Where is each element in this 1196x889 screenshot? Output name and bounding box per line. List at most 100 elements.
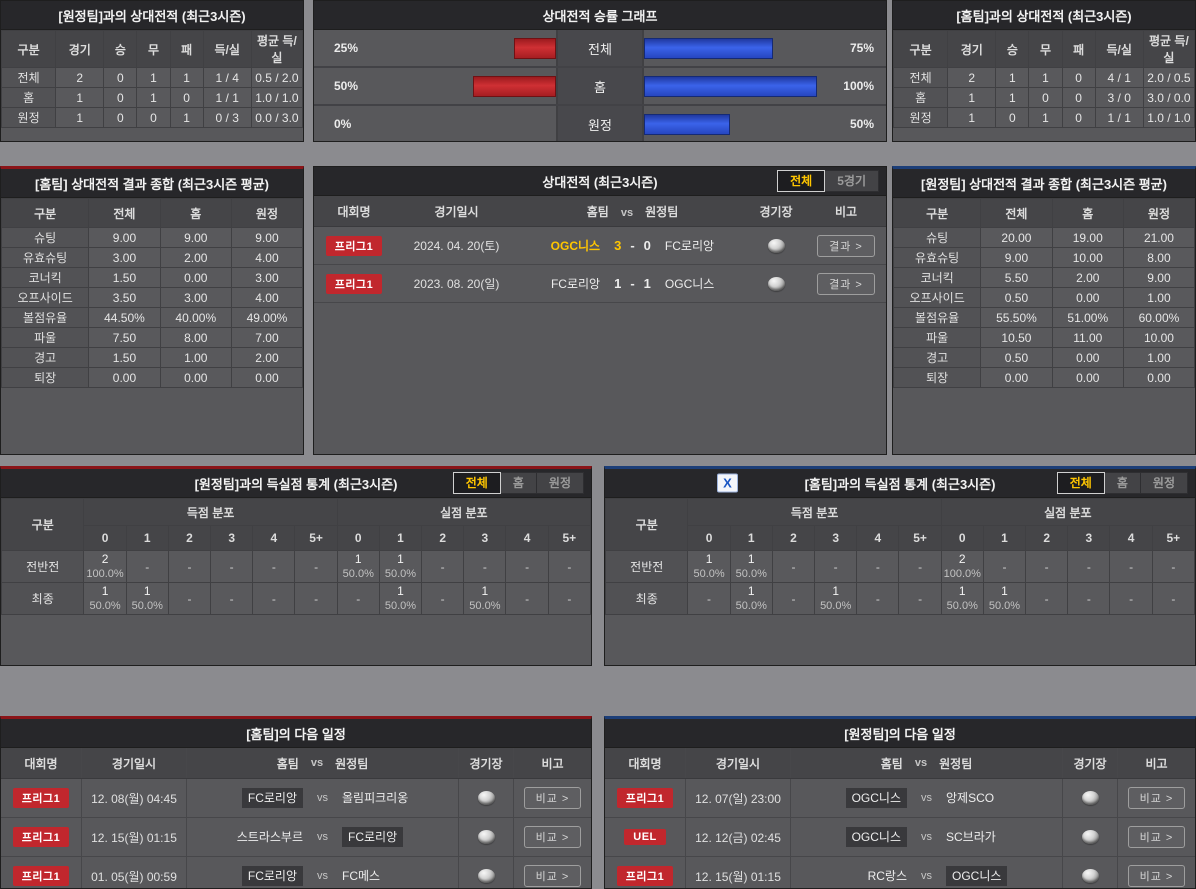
tab-3[interactable]: 원정 <box>536 472 584 494</box>
stat-cell: 3.00 <box>159 287 232 308</box>
goals-title-text: [원정팀]과의 득실점 통계 (최근3시즌) <box>194 476 398 492</box>
group-header: 득점 분포 <box>83 498 338 526</box>
percent-value: 100.0% <box>86 568 124 580</box>
compare-button[interactable]: 비교 > <box>1127 787 1186 809</box>
stat-cell: 60.00% <box>1122 307 1195 328</box>
stat-cell: 10.50 <box>980 327 1053 348</box>
summary_away-table: 구분 전체 홈 원정 슈팅 20.00 19.00 21.00 유효슈팅 9.00 10.00 8.0… <box>893 198 1195 388</box>
home-team-name: OGC니스 <box>550 239 601 253</box>
dist-cell: - <box>125 550 169 583</box>
teams-cell: 스트라스부르 vs FC로리앙 <box>187 818 459 856</box>
compare-button[interactable]: 비교 > <box>1127 826 1186 848</box>
score-column-header: 1 <box>729 525 773 551</box>
empty-value: - <box>791 559 796 574</box>
count-value: 1 <box>832 584 839 598</box>
empty-value: - <box>187 591 192 606</box>
dist-cell: - <box>771 582 816 615</box>
header-row: 구분 전체 홈 원정 <box>1 198 303 228</box>
score-column-header: 3 <box>210 525 254 551</box>
column-header: 득/실 <box>202 30 252 68</box>
stat-cell: 1 <box>136 67 171 88</box>
goals_home-table: 구분 득점 분포 실점 분포 0 1 2 3 4 5+ 0 1 2 3 4 5+ 전반전 1 50.0% 1 50.0… <box>605 498 1195 615</box>
left-value-label: 0% <box>334 117 352 131</box>
row-label: 전체 <box>893 67 949 88</box>
header-stadium: 경기장 <box>459 748 514 778</box>
tab-2[interactable]: 홈 <box>500 472 537 494</box>
tab-2[interactable]: 5경기 <box>825 170 879 192</box>
count-value: 1 <box>101 584 109 598</box>
stat-cell: 7.50 <box>88 327 161 348</box>
result-button[interactable]: 결과 > <box>817 234 875 257</box>
stadium-icon[interactable] <box>767 276 785 291</box>
stat-cell: 1 <box>947 107 997 128</box>
home-team-name: FC로리앙 <box>550 277 601 291</box>
stadium-icon[interactable] <box>1081 869 1099 883</box>
stat-cell: 0 <box>103 107 138 128</box>
goals-row: 전반전 1 50.0% 1 50.0% - - - - 2 100.0% - - - - - <box>605 550 1195 583</box>
matches-title-bar: 상대전적 (최근3시즌) 전체 5경기 <box>314 167 886 196</box>
score-column-header: 2 <box>421 525 465 551</box>
column-header: 승 <box>995 30 1030 68</box>
stadium-icon[interactable] <box>767 238 785 253</box>
compare-button[interactable]: 비교 > <box>1127 865 1186 887</box>
left-value-label: 50% <box>334 79 359 93</box>
stat-cell: 0.5 / 2.0 <box>250 67 303 88</box>
stat-cell: 11.00 <box>1051 327 1124 348</box>
stadium-icon[interactable] <box>1081 830 1099 844</box>
compare-button[interactable]: 비교 > <box>523 787 582 809</box>
result-button[interactable]: 결과 > <box>817 272 875 295</box>
column-header: 전체 <box>980 198 1053 228</box>
stat-cell: 8.00 <box>1122 247 1195 268</box>
dist-cell: - <box>1109 582 1153 615</box>
stat-cell: 4.00 <box>230 247 303 268</box>
stadium-icon[interactable] <box>477 830 495 844</box>
stat-cell: 3.00 <box>88 247 161 268</box>
league-cell: 프리그1 <box>605 779 686 817</box>
dist-cell: 1 50.0% <box>982 582 1027 615</box>
section-title-text: [홈팀]과의 상대전적 (최근3시즌) <box>956 8 1132 24</box>
right-bar <box>644 75 817 97</box>
tab-3[interactable]: 원정 <box>1140 472 1188 494</box>
row-label: 유효슈팅 <box>893 247 982 268</box>
percent-value: 50.0% <box>131 600 163 612</box>
empty-value: - <box>145 559 150 574</box>
stadium-icon[interactable] <box>1081 791 1099 805</box>
stat-cell: 9.00 <box>980 247 1053 268</box>
empty-value: - <box>271 591 276 606</box>
vs-label: vs <box>921 792 932 804</box>
dist-cell: 1 50.0% <box>336 550 380 583</box>
compare-button[interactable]: 비교 > <box>523 826 582 848</box>
category-label: 홈 <box>556 68 644 104</box>
score-column-header: 2 <box>167 525 212 551</box>
stat-cell: 1 <box>169 67 204 88</box>
stadium-icon[interactable] <box>477 791 495 805</box>
stat-cell: 1 <box>55 107 105 128</box>
stat-cell: 49.00% <box>230 307 303 328</box>
section-away-next-schedule: [원정팀]의 다음 일정 대회명 경기일시 홈팀 vs 원정팀 경기장 비고 프리그1 12. … <box>604 716 1196 889</box>
goals-title-bar: [원정팀]과의 득실점 통계 (최근3시즌) 전체 홈 원정 <box>1 469 591 498</box>
dist-cell: 2 100.0% <box>940 550 984 583</box>
stadium-icon[interactable] <box>477 869 495 883</box>
tab-1[interactable]: 전체 <box>452 472 501 494</box>
empty-value: - <box>875 591 880 606</box>
stat-cell: 0 <box>1061 67 1096 88</box>
stat-cell: 1 / 4 <box>202 67 252 88</box>
teams-cell: OGC니스 vs 앙제SCO <box>791 779 1063 817</box>
right-bar-zone: 50% <box>644 106 886 141</box>
dist-cell: 1 50.0% <box>814 582 858 615</box>
tab-1[interactable]: 전체 <box>1056 472 1105 494</box>
stat-cell: 4 / 1 <box>1094 67 1144 88</box>
empty-value: - <box>1171 591 1176 606</box>
excel-export-icon[interactable]: X <box>717 473 738 493</box>
tab-1[interactable]: 전체 <box>777 170 826 192</box>
percent-value: 100.0% <box>943 568 981 580</box>
schedule-datetime: 12. 12(금) 02:45 <box>686 818 791 856</box>
corner-header: 구분 <box>1 498 85 551</box>
tab-2[interactable]: 홈 <box>1104 472 1141 494</box>
stat-cell: 1 <box>995 67 1030 88</box>
compare-button[interactable]: 비교 > <box>523 865 582 887</box>
header-league: 대회명 <box>605 748 686 778</box>
schedule-datetime: 12. 07(일) 23:00 <box>686 779 791 817</box>
stat-cell: 19.00 <box>1051 227 1124 248</box>
stat-cell: 20.00 <box>980 227 1053 248</box>
